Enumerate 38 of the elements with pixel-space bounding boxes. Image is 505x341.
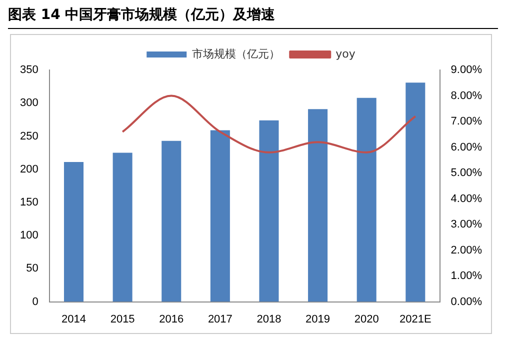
y2-tick-label: 8.00% xyxy=(450,90,482,102)
line-series xyxy=(122,94,416,154)
bar xyxy=(64,162,84,302)
y2-tick-label: 5.00% xyxy=(450,167,482,180)
y-tick-label: 100 xyxy=(20,230,38,242)
y-tick-label: 250 xyxy=(20,130,38,142)
y2-tick-label: 0.00% xyxy=(450,296,482,308)
bar xyxy=(162,140,182,302)
bar xyxy=(210,130,230,302)
y-tick-label: 50 xyxy=(26,262,38,275)
x-tick-label: 2020 xyxy=(354,313,379,326)
x-tick-label: 2015 xyxy=(110,313,135,326)
bar xyxy=(308,109,328,302)
legend-label: 市场规模（亿元） xyxy=(192,47,280,60)
bar xyxy=(406,82,426,302)
y-tick-label: 0 xyxy=(32,296,38,308)
y2-tick-label: 9.00% xyxy=(450,64,482,76)
y2-tick-label: 7.00% xyxy=(450,116,482,128)
bar xyxy=(259,120,279,302)
y-tick-label: 300 xyxy=(20,97,38,110)
x-tick-label: 2017 xyxy=(208,313,232,326)
y2-tick-label: 1.00% xyxy=(450,270,482,282)
x-tick-label: 2019 xyxy=(306,313,330,326)
y-tick-label: 350 xyxy=(20,64,38,76)
y2-tick-label: 3.00% xyxy=(450,218,482,231)
y2-tick-label: 6.00% xyxy=(450,141,482,154)
y-tick-label: 150 xyxy=(20,196,38,208)
x-tick-label: 2016 xyxy=(159,313,184,326)
x-tick-label: 2021E xyxy=(400,313,432,326)
bar xyxy=(112,152,132,302)
chart-title: 图表 14 中国牙膏市场规模（亿元）及增速 xyxy=(8,6,498,29)
bar xyxy=(356,98,376,302)
legend-label: yoy xyxy=(336,47,356,60)
x-tick-label: 2014 xyxy=(62,313,86,326)
y-tick-label: 200 xyxy=(20,163,38,176)
x-tick-label: 2018 xyxy=(256,313,282,326)
y2-tick-label: 2.00% xyxy=(450,244,482,256)
y2-tick-label: 4.00% xyxy=(450,192,482,205)
